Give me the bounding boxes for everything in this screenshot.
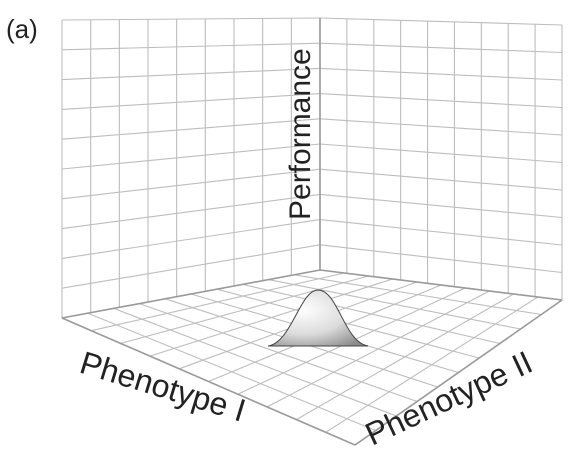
floor-back-right-edge — [319, 269, 563, 301]
right-wall-horizontal-line — [319, 67, 563, 81]
left-wall-horizontal-line — [61, 17, 321, 21]
performance-axis-label: Performance — [284, 48, 317, 220]
right-wall-horizontal-line — [319, 219, 563, 246]
floor-grid-line — [216, 288, 480, 359]
floor-grid-line — [296, 293, 514, 421]
phenotype-two-axis-label: Phenotype II — [360, 344, 538, 453]
floor-grid — [61, 269, 563, 446]
right-wall-horizontal-line — [319, 118, 563, 136]
left-wall-horizontal-line — [61, 67, 321, 81]
left-wall-horizontal-line — [61, 219, 321, 259]
performance-peak — [267, 289, 369, 347]
floor-back-left-edge — [61, 269, 321, 319]
right-wall-horizontal-line — [319, 93, 563, 109]
panel-label: (a) — [6, 14, 38, 44]
floor-grid-line — [242, 283, 501, 345]
floor-grid-line — [268, 279, 521, 330]
phenotype-one-axis-label: Phenotype I — [76, 344, 250, 428]
left-wall-horizontal-line — [61, 193, 321, 230]
floor-left-edge — [61, 317, 356, 446]
floor-grid-line — [294, 274, 542, 316]
left-wall-horizontal-line — [61, 118, 321, 140]
right-wall-horizontal-line — [319, 193, 563, 219]
floor-grid-line — [325, 296, 539, 433]
right-wall-horizontal-line — [319, 143, 563, 164]
left-wall-horizontal-line — [61, 42, 321, 51]
right-wall-horizontal-line — [319, 42, 563, 54]
left-wall-grid — [61, 17, 321, 319]
right-wall-horizontal-line — [319, 17, 563, 26]
floor-grid-line — [266, 290, 490, 408]
left-wall-horizontal-line — [61, 244, 321, 289]
left-wall-horizontal-line — [61, 143, 321, 170]
left-wall-horizontal-line — [61, 168, 321, 200]
right-wall-grid — [319, 17, 563, 301]
floor-right-edge — [354, 299, 563, 446]
right-wall-horizontal-line — [319, 244, 563, 274]
left-wall-horizontal-line — [61, 93, 321, 110]
right-wall-horizontal-line — [319, 168, 563, 191]
